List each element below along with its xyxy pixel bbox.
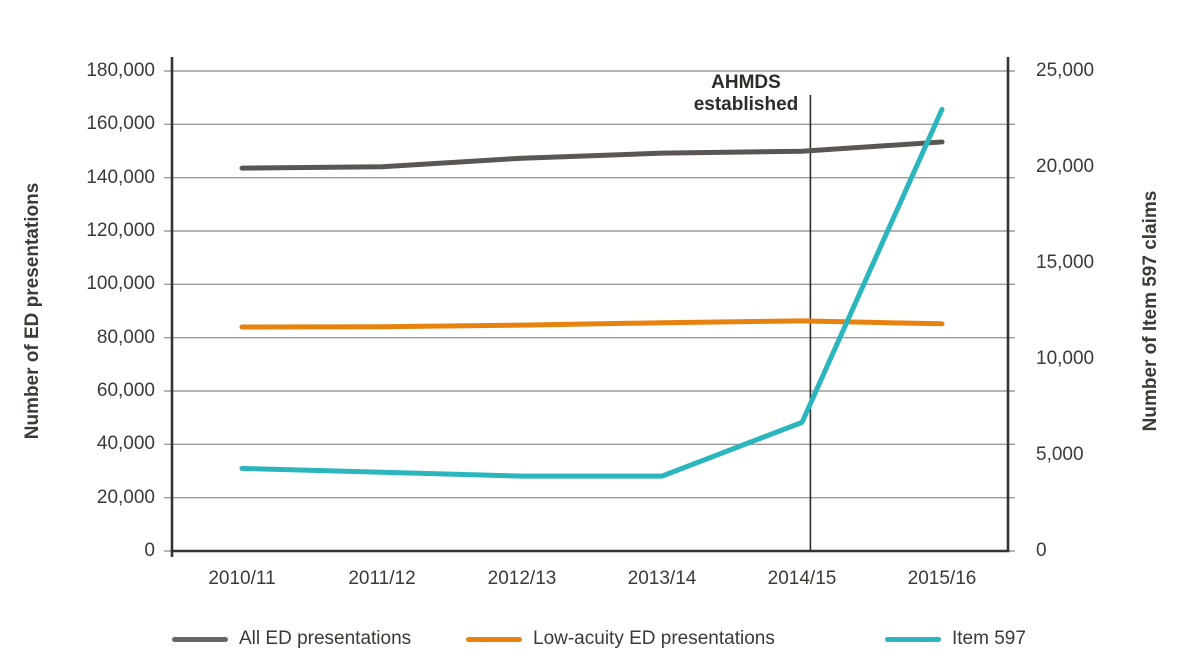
legend-label-all-ed: All ED presentations	[239, 628, 412, 649]
legend-item-all-ed: All ED presentations	[172, 626, 411, 652]
legend-swatch-low-acuity	[466, 636, 522, 642]
legend-item-item-597: Item 597	[885, 626, 1026, 652]
annotation-line1: AHMDS	[711, 72, 781, 93]
series-line-low-acuity-ed-presentations	[239, 318, 945, 330]
annotation-line2: established	[693, 94, 799, 115]
legend-item-low-acuity: Low-acuity ED presentations	[466, 626, 775, 652]
legend-swatch-all-ed	[172, 636, 228, 642]
left-axis-title: Number of ED presentations	[22, 182, 43, 440]
right-axis-title: Number of Item 597 claims	[1140, 190, 1161, 432]
annotation-text: AHMDS established	[646, 72, 846, 116]
series-line-all-ed-presentations	[239, 139, 945, 171]
legend-swatch-item-597	[885, 636, 941, 642]
legend-label-item-597: Item 597	[952, 628, 1026, 649]
series-line-item-597	[239, 106, 945, 479]
legend: All ED presentations Low-acuity ED prese…	[0, 626, 1200, 652]
legend-label-low-acuity: Low-acuity ED presentations	[533, 628, 775, 649]
